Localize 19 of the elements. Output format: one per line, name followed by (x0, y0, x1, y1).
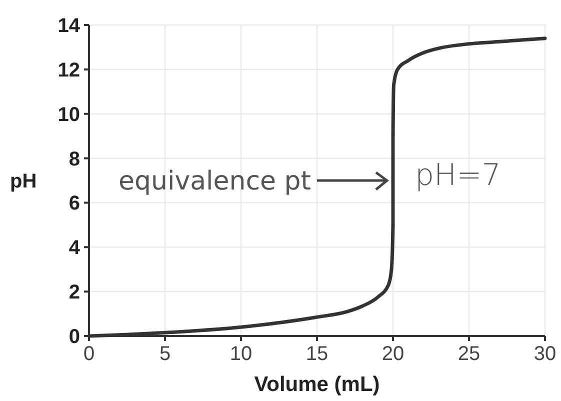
x-tick-label: 20 (382, 343, 404, 365)
y-tick-label: 2 (68, 282, 80, 304)
x-axis-title: Volume (mL) (254, 373, 380, 396)
y-tick-label: 14 (58, 15, 81, 37)
x-tick-label: 0 (83, 343, 95, 365)
y-axis-title: pH (10, 170, 37, 192)
y-tick-label: 6 (68, 192, 80, 215)
y-tick-label: 0 (68, 326, 80, 348)
x-tick-label: 25 (458, 343, 480, 365)
x-tick-label: 30 (534, 343, 556, 365)
annotation: equivalence pt (118, 166, 311, 196)
annotation: pH=7 (415, 158, 501, 193)
y-tick-label: 10 (58, 104, 80, 126)
x-tick-label: 15 (306, 343, 328, 365)
y-tick-label: 8 (68, 148, 80, 170)
y-tick-label: 4 (68, 237, 81, 260)
x-tick-label: 10 (230, 343, 252, 365)
y-tick-label: 12 (58, 59, 80, 82)
x-tick-label: 5 (159, 343, 171, 365)
